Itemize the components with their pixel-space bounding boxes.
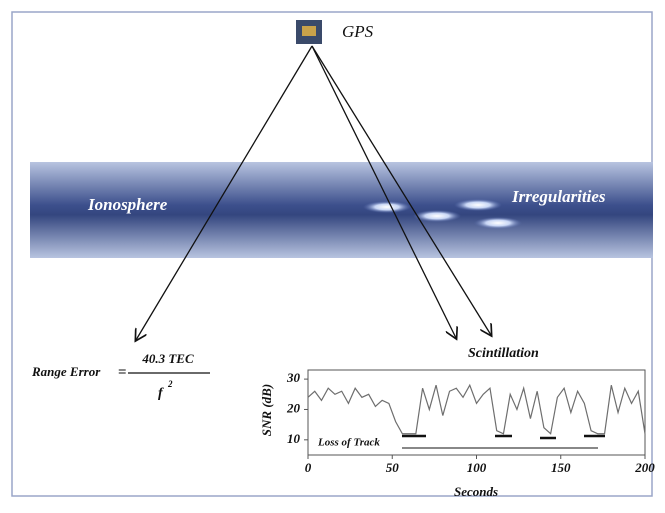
y-tick-label: 10 bbox=[287, 431, 301, 446]
satellite-icon bbox=[296, 20, 322, 44]
snr-trace bbox=[307, 383, 646, 435]
y-axis-title: SNR (dB) bbox=[259, 384, 274, 436]
x-tick-label: 50 bbox=[386, 460, 400, 475]
formula-numerator: 40.3 TEC bbox=[141, 351, 194, 366]
formula-denominator: f bbox=[158, 386, 164, 401]
irregularity-blobs bbox=[363, 199, 522, 229]
gps-label: GPS bbox=[342, 22, 374, 41]
loss-of-track-markers bbox=[402, 434, 605, 440]
x-tick-label: 100 bbox=[467, 460, 487, 475]
formula-exponent: 2 bbox=[167, 379, 173, 389]
formula-equals: = bbox=[118, 364, 127, 380]
y-tick-label: 30 bbox=[286, 370, 301, 385]
x-tick-label: 0 bbox=[305, 460, 312, 475]
signal-rays bbox=[136, 45, 491, 340]
x-tick-label: 150 bbox=[551, 460, 571, 475]
y-tick-label: 20 bbox=[286, 400, 301, 415]
annotation: Loss of Track bbox=[317, 437, 380, 449]
scintillation-label: Scintillation bbox=[468, 346, 539, 361]
ionosphere-label: Ionosphere bbox=[87, 195, 168, 214]
ionosphere-band bbox=[30, 162, 653, 258]
formula-lhs: Range Error bbox=[31, 364, 101, 379]
x-tick-label: 200 bbox=[634, 460, 655, 475]
irregularities-label: Irregularities bbox=[511, 187, 606, 206]
x-axis-title: Seconds bbox=[454, 484, 498, 499]
